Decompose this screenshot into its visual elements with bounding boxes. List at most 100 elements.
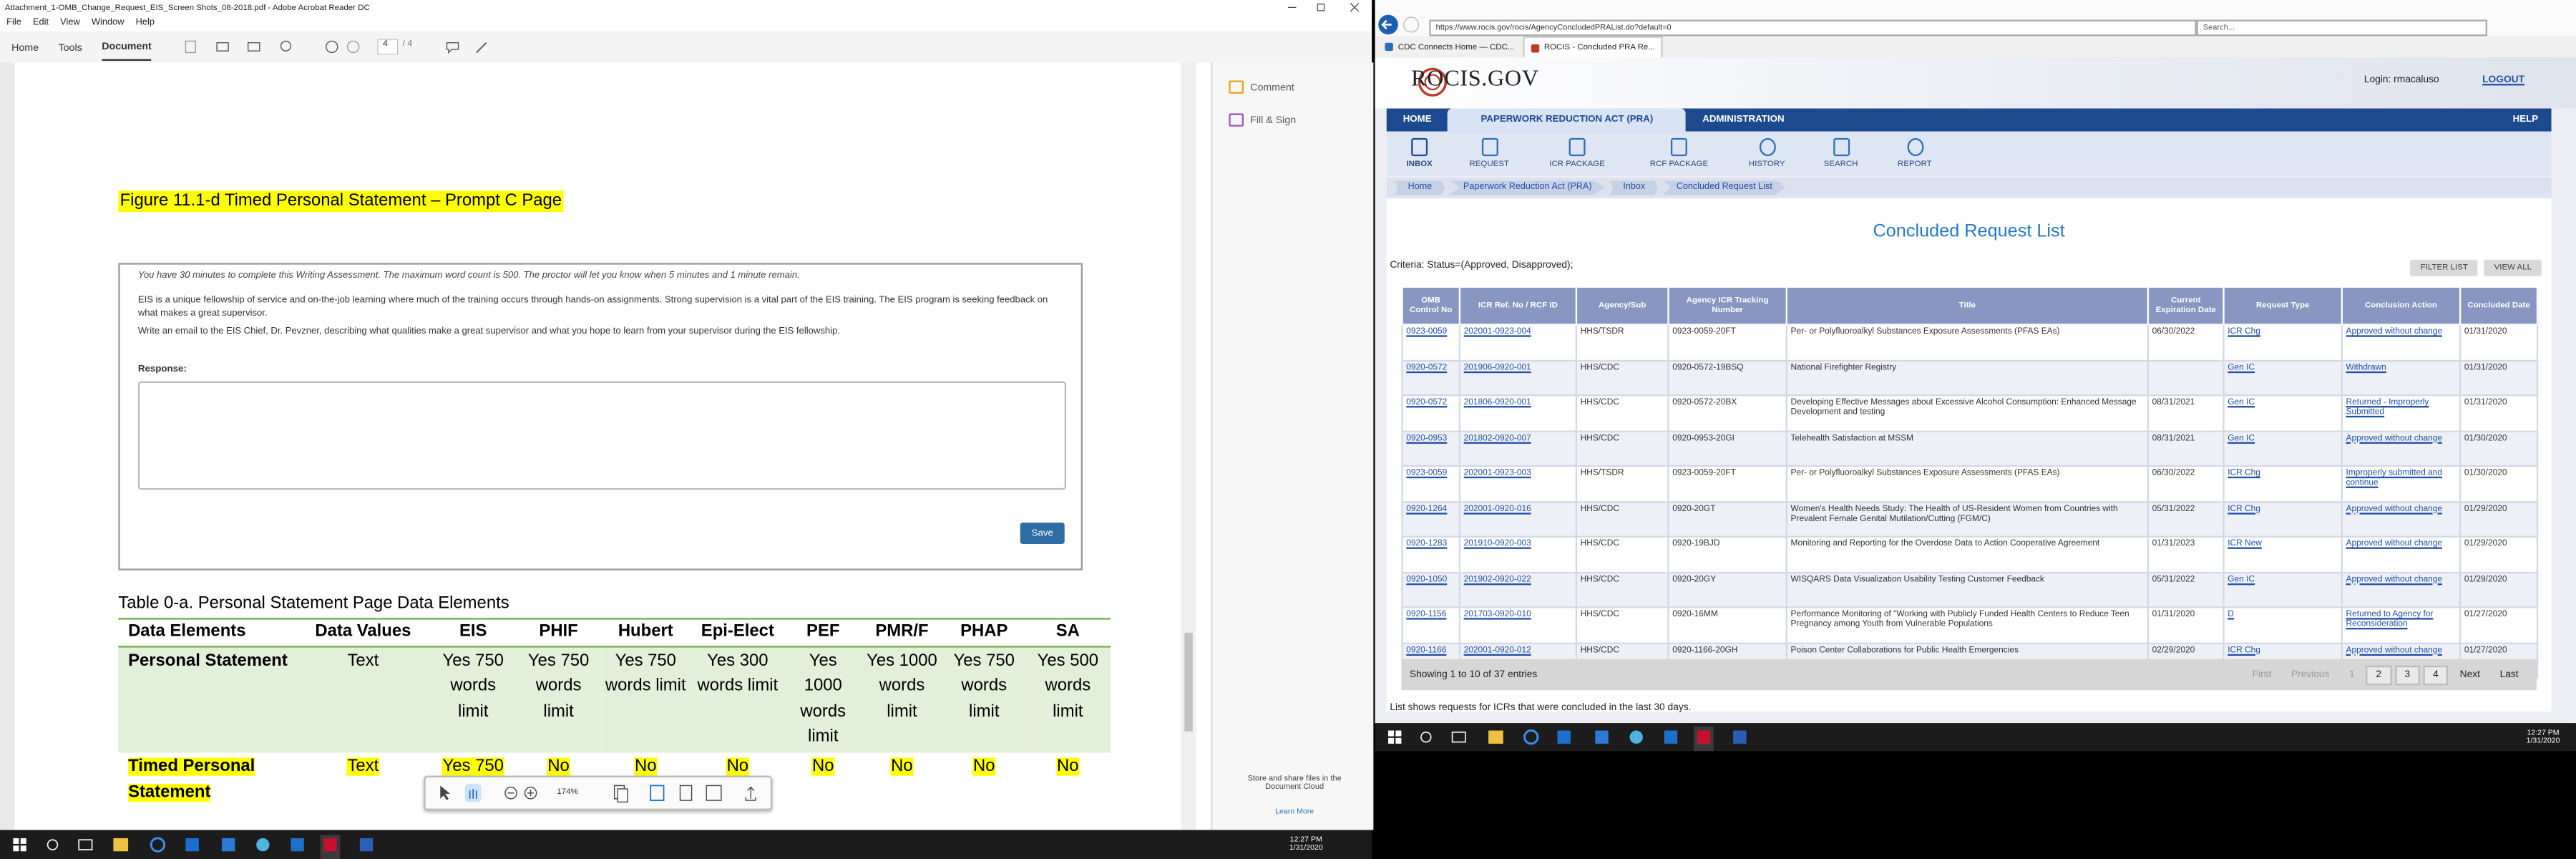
- cell-link[interactable]: Returned to Agency for Reconsideration: [2346, 609, 2434, 631]
- list-button[interactable]: FILTER LIST: [2410, 259, 2478, 276]
- pra-icon[interactable]: SEARCH: [1804, 137, 1878, 169]
- cell-link[interactable]: Approved without change: [2346, 503, 2442, 514]
- cell-link[interactable]: Gen IC: [2228, 397, 2255, 408]
- cell-link[interactable]: 201910-0920-003: [1463, 539, 1531, 549]
- pra-icon[interactable]: REPORT: [1878, 137, 1951, 169]
- url[interactable]: https://www.rocis.gov/rocis/AgencyConclu…: [1435, 24, 1672, 32]
- cell-link[interactable]: Approved without change: [2346, 432, 2442, 443]
- table-cell: HHS/TSDR: [1575, 324, 1669, 361]
- cell-link[interactable]: Gen IC: [2228, 574, 2255, 585]
- cell-link[interactable]: Gen IC: [2228, 362, 2255, 373]
- nav-item[interactable]: HOME: [1402, 115, 1432, 125]
- pra-icon[interactable]: ICR PACKAGE: [1526, 137, 1628, 169]
- tool-item[interactable]: Comment: [1229, 80, 1294, 94]
- cell-link[interactable]: Approved without change: [2346, 539, 2442, 549]
- tool-item[interactable]: Fill & Sign: [1229, 113, 1296, 127]
- pra-icon[interactable]: RCF PACKAGE: [1628, 137, 1729, 169]
- pra-icon[interactable]: HISTORY: [1730, 137, 1804, 169]
- cell-link[interactable]: Approved without change: [2346, 326, 2442, 337]
- toolbar-tab[interactable]: Home: [11, 42, 39, 54]
- cell-link[interactable]: 201802-0920-007: [1463, 432, 1531, 443]
- menu-item[interactable]: Window: [91, 18, 125, 29]
- acrobat-window: Attachment_1-OMB_Change_Request_EIS_Scre…: [0, 0, 1374, 830]
- breadcrumb-item[interactable]: Inbox: [1609, 180, 1659, 195]
- search-box[interactable]: Search...: [2196, 19, 2487, 37]
- learn-more-link[interactable]: Learn More: [1275, 807, 1314, 815]
- column-header[interactable]: Title: [1785, 286, 2150, 326]
- cell-link[interactable]: Withdrawn: [2346, 362, 2386, 373]
- page-number[interactable]: 4: [382, 39, 388, 49]
- logout-link[interactable]: LOGOUT: [2482, 75, 2525, 86]
- site-logo[interactable]: ROCIS.GOV: [1411, 67, 1539, 92]
- cell-link[interactable]: 202001-0923-004: [1463, 326, 1531, 337]
- cell-link[interactable]: Improperly submitted and continue: [2346, 468, 2442, 489]
- cell-link[interactable]: ICR Chg: [2228, 503, 2260, 514]
- column-header[interactable]: Request Type: [2223, 286, 2343, 326]
- pra-icon[interactable]: INBOX: [1387, 137, 1453, 169]
- response-textarea[interactable]: [137, 381, 1067, 490]
- cell-link[interactable]: 0920-1156: [1406, 609, 1447, 620]
- cell-link[interactable]: Gen IC: [2228, 432, 2255, 443]
- cell-text: 06/30/2022: [2152, 326, 2195, 337]
- page-link[interactable]: 4: [2423, 665, 2449, 686]
- cell-link[interactable]: 201806-0920-001: [1463, 397, 1531, 408]
- cell-link[interactable]: 201703-0920-010: [1463, 609, 1531, 620]
- toolbar-tab[interactable]: Document: [102, 33, 152, 61]
- menu-item[interactable]: Help: [135, 18, 155, 29]
- cell-link[interactable]: Returned - Improperly Submitted: [2346, 397, 2429, 419]
- list-button[interactable]: VIEW ALL: [2484, 259, 2542, 276]
- cell-link[interactable]: 0923-0059: [1406, 326, 1448, 337]
- cell-link[interactable]: ICR Chg: [2228, 326, 2260, 337]
- save-button[interactable]: Save: [1020, 523, 1065, 544]
- cell-link[interactable]: 202001-0923-003: [1463, 468, 1531, 479]
- browser-tab[interactable]: CDC Connects Home — CDC...: [1378, 37, 1521, 57]
- scrollbar[interactable]: [1181, 62, 1196, 830]
- cell-link[interactable]: 0920-1283: [1406, 539, 1448, 549]
- page-link[interactable]: 3: [2394, 665, 2420, 686]
- breadcrumb-item[interactable]: Paperwork Reduction Act (PRA): [1450, 180, 1605, 195]
- cell-link[interactable]: 0920-0572: [1406, 362, 1448, 373]
- column-header[interactable]: OMB Control No: [1401, 286, 1461, 326]
- browser-tab[interactable]: ROCIS - Concluded PRA Re...: [1522, 36, 1664, 58]
- pra-icon[interactable]: REQUEST: [1453, 137, 1526, 169]
- nav-buttons[interactable]: [1375, 13, 1425, 36]
- column-header[interactable]: ICR Ref. No / RCF ID: [1458, 286, 1578, 326]
- toolbar-tab[interactable]: Tools: [58, 42, 82, 54]
- scrollbar-thumb[interactable]: [1184, 632, 1193, 732]
- cell-link[interactable]: ICR Chg: [2228, 468, 2260, 479]
- zoom-level[interactable]: 174%: [557, 787, 578, 797]
- cell-link[interactable]: 0920-0572: [1406, 397, 1448, 408]
- cell-link[interactable]: 202001-0920-016: [1463, 503, 1531, 514]
- cell-link[interactable]: 0923-0059: [1406, 468, 1448, 479]
- page-link[interactable]: Last: [2499, 670, 2519, 681]
- column-header[interactable]: Agency/Sub: [1575, 286, 1669, 326]
- cell-link[interactable]: 201906-0920-001: [1463, 362, 1531, 373]
- cell-text: 0923-0059-20FT: [1672, 326, 1736, 337]
- page-link[interactable]: 2: [2366, 665, 2391, 686]
- cell-link[interactable]: 202001-0920-012: [1463, 645, 1531, 655]
- cell-link[interactable]: 0920-0953: [1406, 432, 1448, 443]
- cell-link[interactable]: ICR Chg: [2228, 645, 2260, 655]
- menu-item[interactable]: Edit: [32, 18, 49, 29]
- page-link[interactable]: Next: [2459, 670, 2481, 681]
- nav-item[interactable]: PAPERWORK REDUCTION ACT (PRA): [1448, 108, 1687, 132]
- menu-item[interactable]: View: [60, 18, 80, 29]
- menu-item[interactable]: File: [6, 18, 21, 29]
- cell-link[interactable]: 0920-1264: [1406, 503, 1448, 514]
- column-header[interactable]: Current Expiration Date: [2147, 286, 2225, 326]
- breadcrumb-item[interactable]: Concluded Request List: [1663, 180, 1786, 195]
- nav-item[interactable]: ADMINISTRATION: [1702, 115, 1785, 125]
- cell-link[interactable]: 0920-1050: [1406, 574, 1448, 585]
- cell-link[interactable]: Approved without change: [2346, 645, 2442, 655]
- column-header[interactable]: Conclusion Action: [2341, 286, 2462, 326]
- column-header[interactable]: Concluded Date: [2459, 286, 2539, 326]
- breadcrumb-item[interactable]: Home: [1395, 180, 1445, 195]
- cell-link[interactable]: D: [2228, 609, 2234, 620]
- address-bar[interactable]: https://www.rocis.gov/rocis/AgencyConclu…: [1429, 19, 2197, 37]
- cell-link[interactable]: 0920-1166: [1406, 645, 1447, 655]
- cell-link[interactable]: 201902-0920-022: [1463, 574, 1531, 585]
- cell-link[interactable]: ICR New: [2228, 539, 2262, 549]
- column-header[interactable]: Agency ICR Tracking Number: [1667, 286, 1787, 326]
- cell-link[interactable]: Approved without change: [2346, 574, 2442, 585]
- help-link[interactable]: HELP: [2512, 115, 2539, 125]
